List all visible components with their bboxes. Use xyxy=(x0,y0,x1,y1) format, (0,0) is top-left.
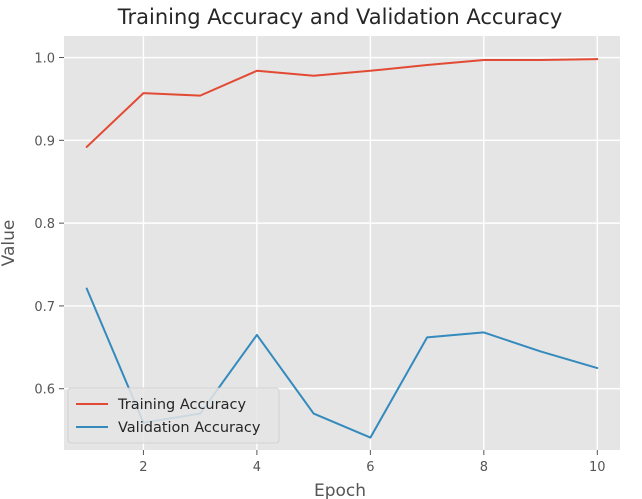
y-tick-label: 0.7 xyxy=(34,300,55,315)
x-tick-label: 4 xyxy=(253,460,261,475)
x-axis-ticks: 2 4 6 8 10 xyxy=(139,450,606,475)
x-tick-label: 2 xyxy=(139,460,147,475)
chart-title: Training Accuracy and Validation Accurac… xyxy=(117,5,563,29)
legend-label-training: Training Accuracy xyxy=(117,397,246,413)
series-line-training xyxy=(85,58,599,148)
y-tick-label: 0.6 xyxy=(34,383,55,398)
x-tick-label: 10 xyxy=(589,460,606,475)
x-tick-label: 6 xyxy=(366,460,374,475)
legend-box xyxy=(67,387,280,444)
grid-lines xyxy=(64,36,620,450)
y-axis-label: Value xyxy=(0,220,19,267)
legend-label-validation: Validation Accuracy xyxy=(118,420,261,436)
y-tick-label: 0.8 xyxy=(34,217,55,232)
y-axis-ticks: 0.6 0.7 0.8 0.9 1.0 xyxy=(34,52,64,398)
x-tick-label: 8 xyxy=(480,460,488,475)
y-tick-label: 0.9 xyxy=(34,134,55,149)
plot-area xyxy=(64,36,620,450)
legend: Training Accuracy Validation Accuracy xyxy=(67,387,280,444)
y-tick-label: 1.0 xyxy=(34,52,55,67)
x-axis-label: Epoch xyxy=(314,481,366,499)
